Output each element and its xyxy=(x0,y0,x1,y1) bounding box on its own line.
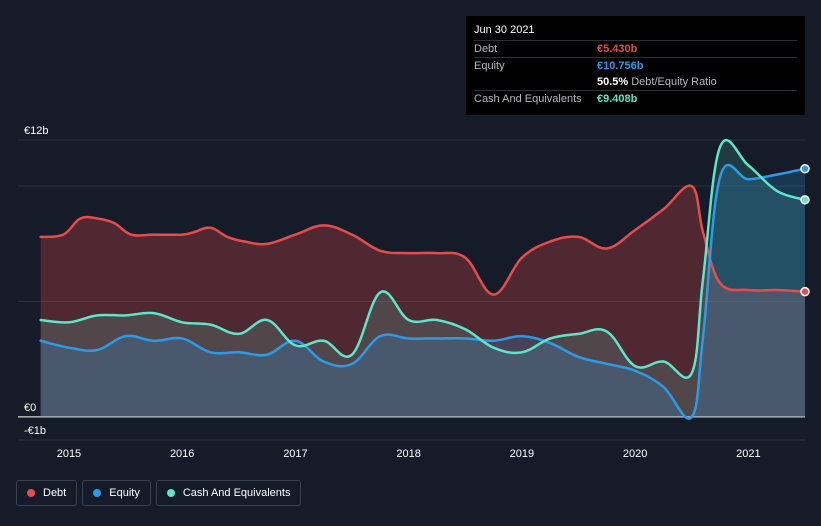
tooltip-value: €9.408b xyxy=(597,93,638,105)
tooltip-label: Equity xyxy=(474,60,505,72)
chart-lines xyxy=(39,138,807,420)
legend-label: Equity xyxy=(109,487,140,499)
y-tick-label: €0 xyxy=(24,402,36,414)
x-tick-label: 2015 xyxy=(57,448,81,460)
y-tick-label: -€1b xyxy=(24,425,46,437)
x-tick-label: 2021 xyxy=(736,448,760,460)
x-tick-label: 2019 xyxy=(510,448,534,460)
x-axis-ticks: 2015 2016 2017 2018 2019 2020 2021 xyxy=(57,448,761,460)
legend-item-debt[interactable]: Debt xyxy=(16,480,78,506)
tooltip-value: 50.5% xyxy=(597,76,629,88)
y-tick-label: €12b xyxy=(24,125,48,137)
data-tooltip: Jun 30 2021 Debt €5.430b Equity €10.756b… xyxy=(466,16,805,115)
x-tick-label: 2016 xyxy=(170,448,194,460)
legend-dot-icon xyxy=(166,489,175,497)
legend-dot-icon xyxy=(27,489,35,497)
tooltip-date: Jun 30 2021 xyxy=(474,24,535,36)
tooltip-ratio-label: Debt/Equity Ratio xyxy=(631,76,717,88)
chart-legend: Debt Equity Cash And Equivalents xyxy=(16,480,306,506)
legend-label: Cash And Equivalents xyxy=(182,487,291,499)
series-end-point xyxy=(800,286,810,297)
chart-areas xyxy=(40,140,806,419)
chart-end-dots xyxy=(800,163,810,297)
series-line-cash-and-equivalents xyxy=(39,138,807,380)
x-tick-label: 2020 xyxy=(623,448,647,460)
series-end-point xyxy=(800,195,810,205)
x-tick-label: 2017 xyxy=(283,448,307,460)
series-line-debt xyxy=(39,184,807,296)
y-axis-ticks: €12b €0 -€1b xyxy=(24,125,48,437)
series-area-cash-and-equivalents xyxy=(40,140,806,417)
series-line-equity xyxy=(39,163,807,420)
tooltip-label: Cash And Equivalents xyxy=(474,93,582,105)
tooltip-value: €10.756b xyxy=(597,60,644,72)
legend-dot-icon xyxy=(93,489,102,497)
legend-item-cash[interactable]: Cash And Equivalents xyxy=(155,480,302,506)
tooltip-value: €5.430b xyxy=(597,43,638,55)
tooltip-label: Debt xyxy=(474,43,498,55)
tooltip-row-cash: Cash And Equivalents €9.408b xyxy=(474,90,797,107)
tooltip-row-ratio: 50.5% Debt/Equity Ratio xyxy=(474,74,797,90)
tooltip-row-equity: Equity €10.756b xyxy=(474,57,797,74)
tooltip-row-debt: Debt €5.430b xyxy=(474,40,797,57)
legend-label: Debt xyxy=(43,487,67,499)
series-area-debt xyxy=(40,185,806,417)
chart-grid xyxy=(18,139,805,441)
legend-item-equity[interactable]: Equity xyxy=(82,480,151,506)
series-area-equity xyxy=(40,165,806,419)
x-tick-label: 2018 xyxy=(396,448,420,460)
series-end-point xyxy=(800,163,810,174)
